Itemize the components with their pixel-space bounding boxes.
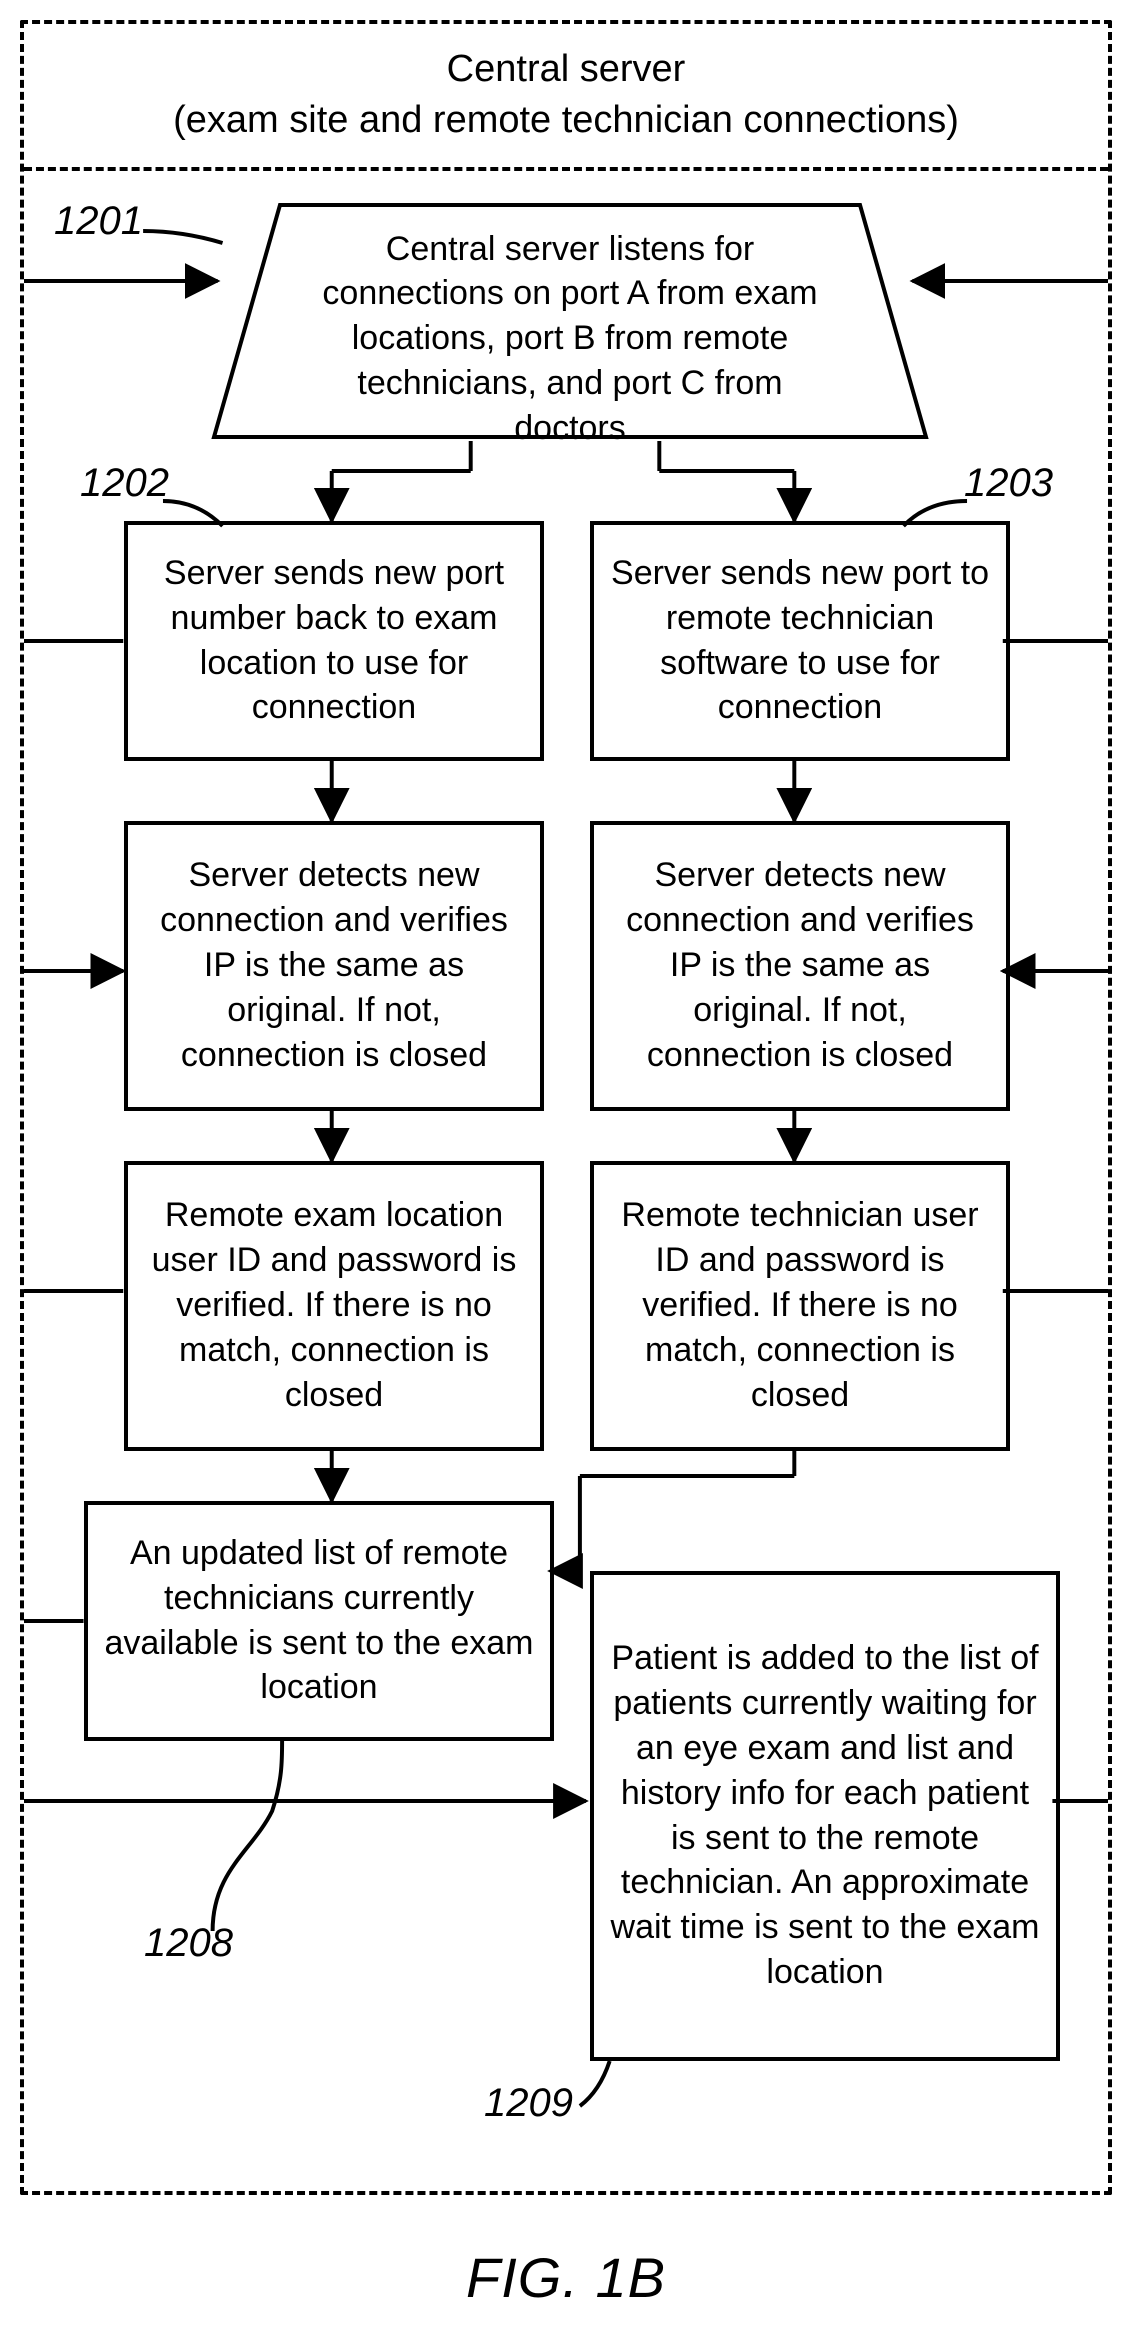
node-1208-text: An updated list of remote technicians cu… — [102, 1531, 536, 1711]
node-1205-text: Server detects new connection and verifi… — [608, 853, 992, 1077]
node-1209: Patient is added to the list of patients… — [590, 1571, 1060, 2061]
ref-1201: 1201 — [54, 199, 143, 244]
ref-1203: 1203 — [964, 461, 1053, 506]
node-1207: Remote technician user ID and password i… — [590, 1161, 1010, 1451]
node-1205: Server detects new connection and verifi… — [590, 821, 1010, 1111]
ref-1208: 1208 — [144, 1921, 233, 1966]
flowchart-container: Central server (exam site and remote tec… — [20, 20, 1112, 2195]
figure-label: FIG. 1B — [0, 2245, 1132, 2310]
header-block: Central server (exam site and remote tec… — [24, 24, 1108, 171]
ref-1202: 1202 — [80, 461, 169, 506]
node-1203: Server sends new port to remote technici… — [590, 521, 1010, 761]
node-1203-text: Server sends new port to remote technici… — [608, 551, 992, 731]
node-1206: Remote exam location user ID and passwor… — [124, 1161, 544, 1451]
node-1202-text: Server sends new port number back to exa… — [142, 551, 526, 731]
node-1201-trapezoid: Central server listens for connections o… — [210, 201, 930, 441]
ref-1209: 1209 — [484, 2081, 573, 2126]
header-line1: Central server — [64, 44, 1068, 95]
node-1202: Server sends new port number back to exa… — [124, 521, 544, 761]
node-1209-text: Patient is added to the list of patients… — [608, 1636, 1042, 1995]
diagram-area: Central server listens for connections o… — [24, 171, 1108, 2161]
node-1204-text: Server detects new connection and verifi… — [142, 853, 526, 1077]
node-1201-text: Central server listens for connections o… — [210, 201, 930, 471]
node-1206-text: Remote exam location user ID and passwor… — [142, 1193, 526, 1417]
header-line2: (exam site and remote technician connect… — [64, 95, 1068, 146]
node-1208: An updated list of remote technicians cu… — [84, 1501, 554, 1741]
node-1204: Server detects new connection and verifi… — [124, 821, 544, 1111]
node-1207-text: Remote technician user ID and password i… — [608, 1193, 992, 1417]
